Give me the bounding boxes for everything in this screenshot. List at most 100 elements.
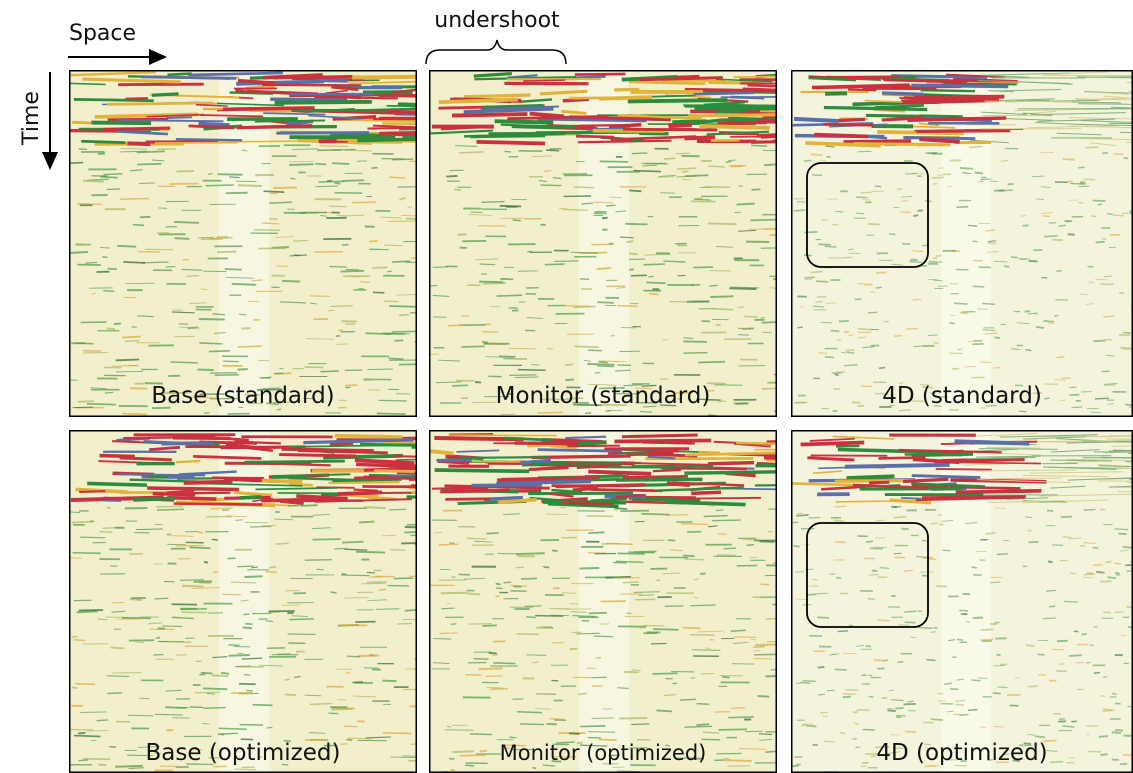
noise <box>379 589 386 590</box>
noise <box>243 627 252 628</box>
noise <box>683 338 693 339</box>
noise <box>1091 216 1096 217</box>
noise <box>480 751 487 752</box>
noise <box>487 533 499 534</box>
noise <box>589 613 607 614</box>
noise <box>697 704 709 705</box>
noise <box>342 574 347 575</box>
noise <box>155 714 183 715</box>
noise <box>80 537 105 538</box>
noise <box>597 302 613 303</box>
reflection <box>87 483 147 485</box>
noise <box>1107 577 1116 578</box>
noise <box>1084 179 1096 180</box>
reflection <box>844 141 911 142</box>
reflection <box>578 141 671 143</box>
noise <box>405 527 426 528</box>
reflection <box>824 107 927 109</box>
noise <box>487 688 503 689</box>
noise <box>467 593 480 594</box>
noise <box>306 339 335 340</box>
noise <box>236 181 257 182</box>
noise <box>750 220 778 221</box>
noise <box>479 264 495 265</box>
noise <box>209 351 230 352</box>
noise <box>238 369 248 370</box>
noise <box>117 246 136 247</box>
noise <box>264 191 285 192</box>
reflection <box>521 461 551 463</box>
noise <box>166 267 176 268</box>
reflection <box>882 93 924 94</box>
noise <box>652 673 677 674</box>
noise <box>392 331 416 332</box>
noise <box>329 267 346 268</box>
annotation: undershoot <box>434 8 560 33</box>
noise <box>301 505 318 506</box>
noise <box>1053 240 1063 241</box>
noise <box>729 288 756 289</box>
reflection <box>176 461 200 462</box>
noise <box>597 366 614 367</box>
reflection <box>452 114 527 116</box>
noise <box>115 766 143 767</box>
reflection <box>912 476 981 478</box>
reflection <box>1016 100 1050 101</box>
noise <box>180 580 204 581</box>
noise <box>617 306 638 307</box>
noise <box>331 592 337 593</box>
noise <box>547 348 553 349</box>
noise <box>764 164 779 165</box>
reflection <box>364 477 411 479</box>
noise <box>592 718 614 719</box>
noise <box>724 548 737 549</box>
noise <box>712 520 741 521</box>
noise <box>342 542 363 543</box>
noise <box>1029 261 1038 262</box>
reflection <box>835 481 914 482</box>
noise <box>853 712 858 713</box>
noise <box>862 675 867 676</box>
reflection <box>632 466 713 467</box>
reflection <box>907 118 1006 120</box>
noise <box>877 620 890 621</box>
reflection <box>329 482 400 483</box>
noise <box>716 510 723 511</box>
noise <box>605 298 619 299</box>
noise <box>123 262 145 263</box>
noise <box>835 374 839 375</box>
noise <box>73 553 101 554</box>
noise <box>646 282 666 283</box>
noise <box>217 252 236 253</box>
noise <box>1100 754 1107 755</box>
noise <box>709 285 717 286</box>
reflection <box>244 461 344 462</box>
noise <box>372 267 387 268</box>
noise <box>461 346 484 347</box>
noise <box>619 718 647 719</box>
reflection <box>653 470 681 471</box>
noise <box>1000 664 1007 665</box>
noise <box>835 542 845 543</box>
noise <box>138 252 160 253</box>
noise <box>231 582 256 583</box>
noise <box>798 327 803 328</box>
reflection <box>118 474 205 475</box>
noise <box>176 707 188 708</box>
noise <box>868 675 872 676</box>
noise <box>947 186 952 187</box>
noise <box>262 223 279 224</box>
noise <box>805 279 813 280</box>
noise <box>167 544 186 545</box>
noise <box>488 376 501 377</box>
reflection <box>103 128 170 129</box>
reflection <box>561 111 586 113</box>
noise <box>201 673 213 674</box>
reflection <box>921 90 975 91</box>
noise <box>683 353 707 354</box>
noise <box>253 705 273 706</box>
noise <box>203 688 227 689</box>
noise <box>794 546 800 547</box>
panels: Base (standard)Monitor (standard)4D (sta… <box>69 70 1133 773</box>
noise <box>75 343 93 344</box>
